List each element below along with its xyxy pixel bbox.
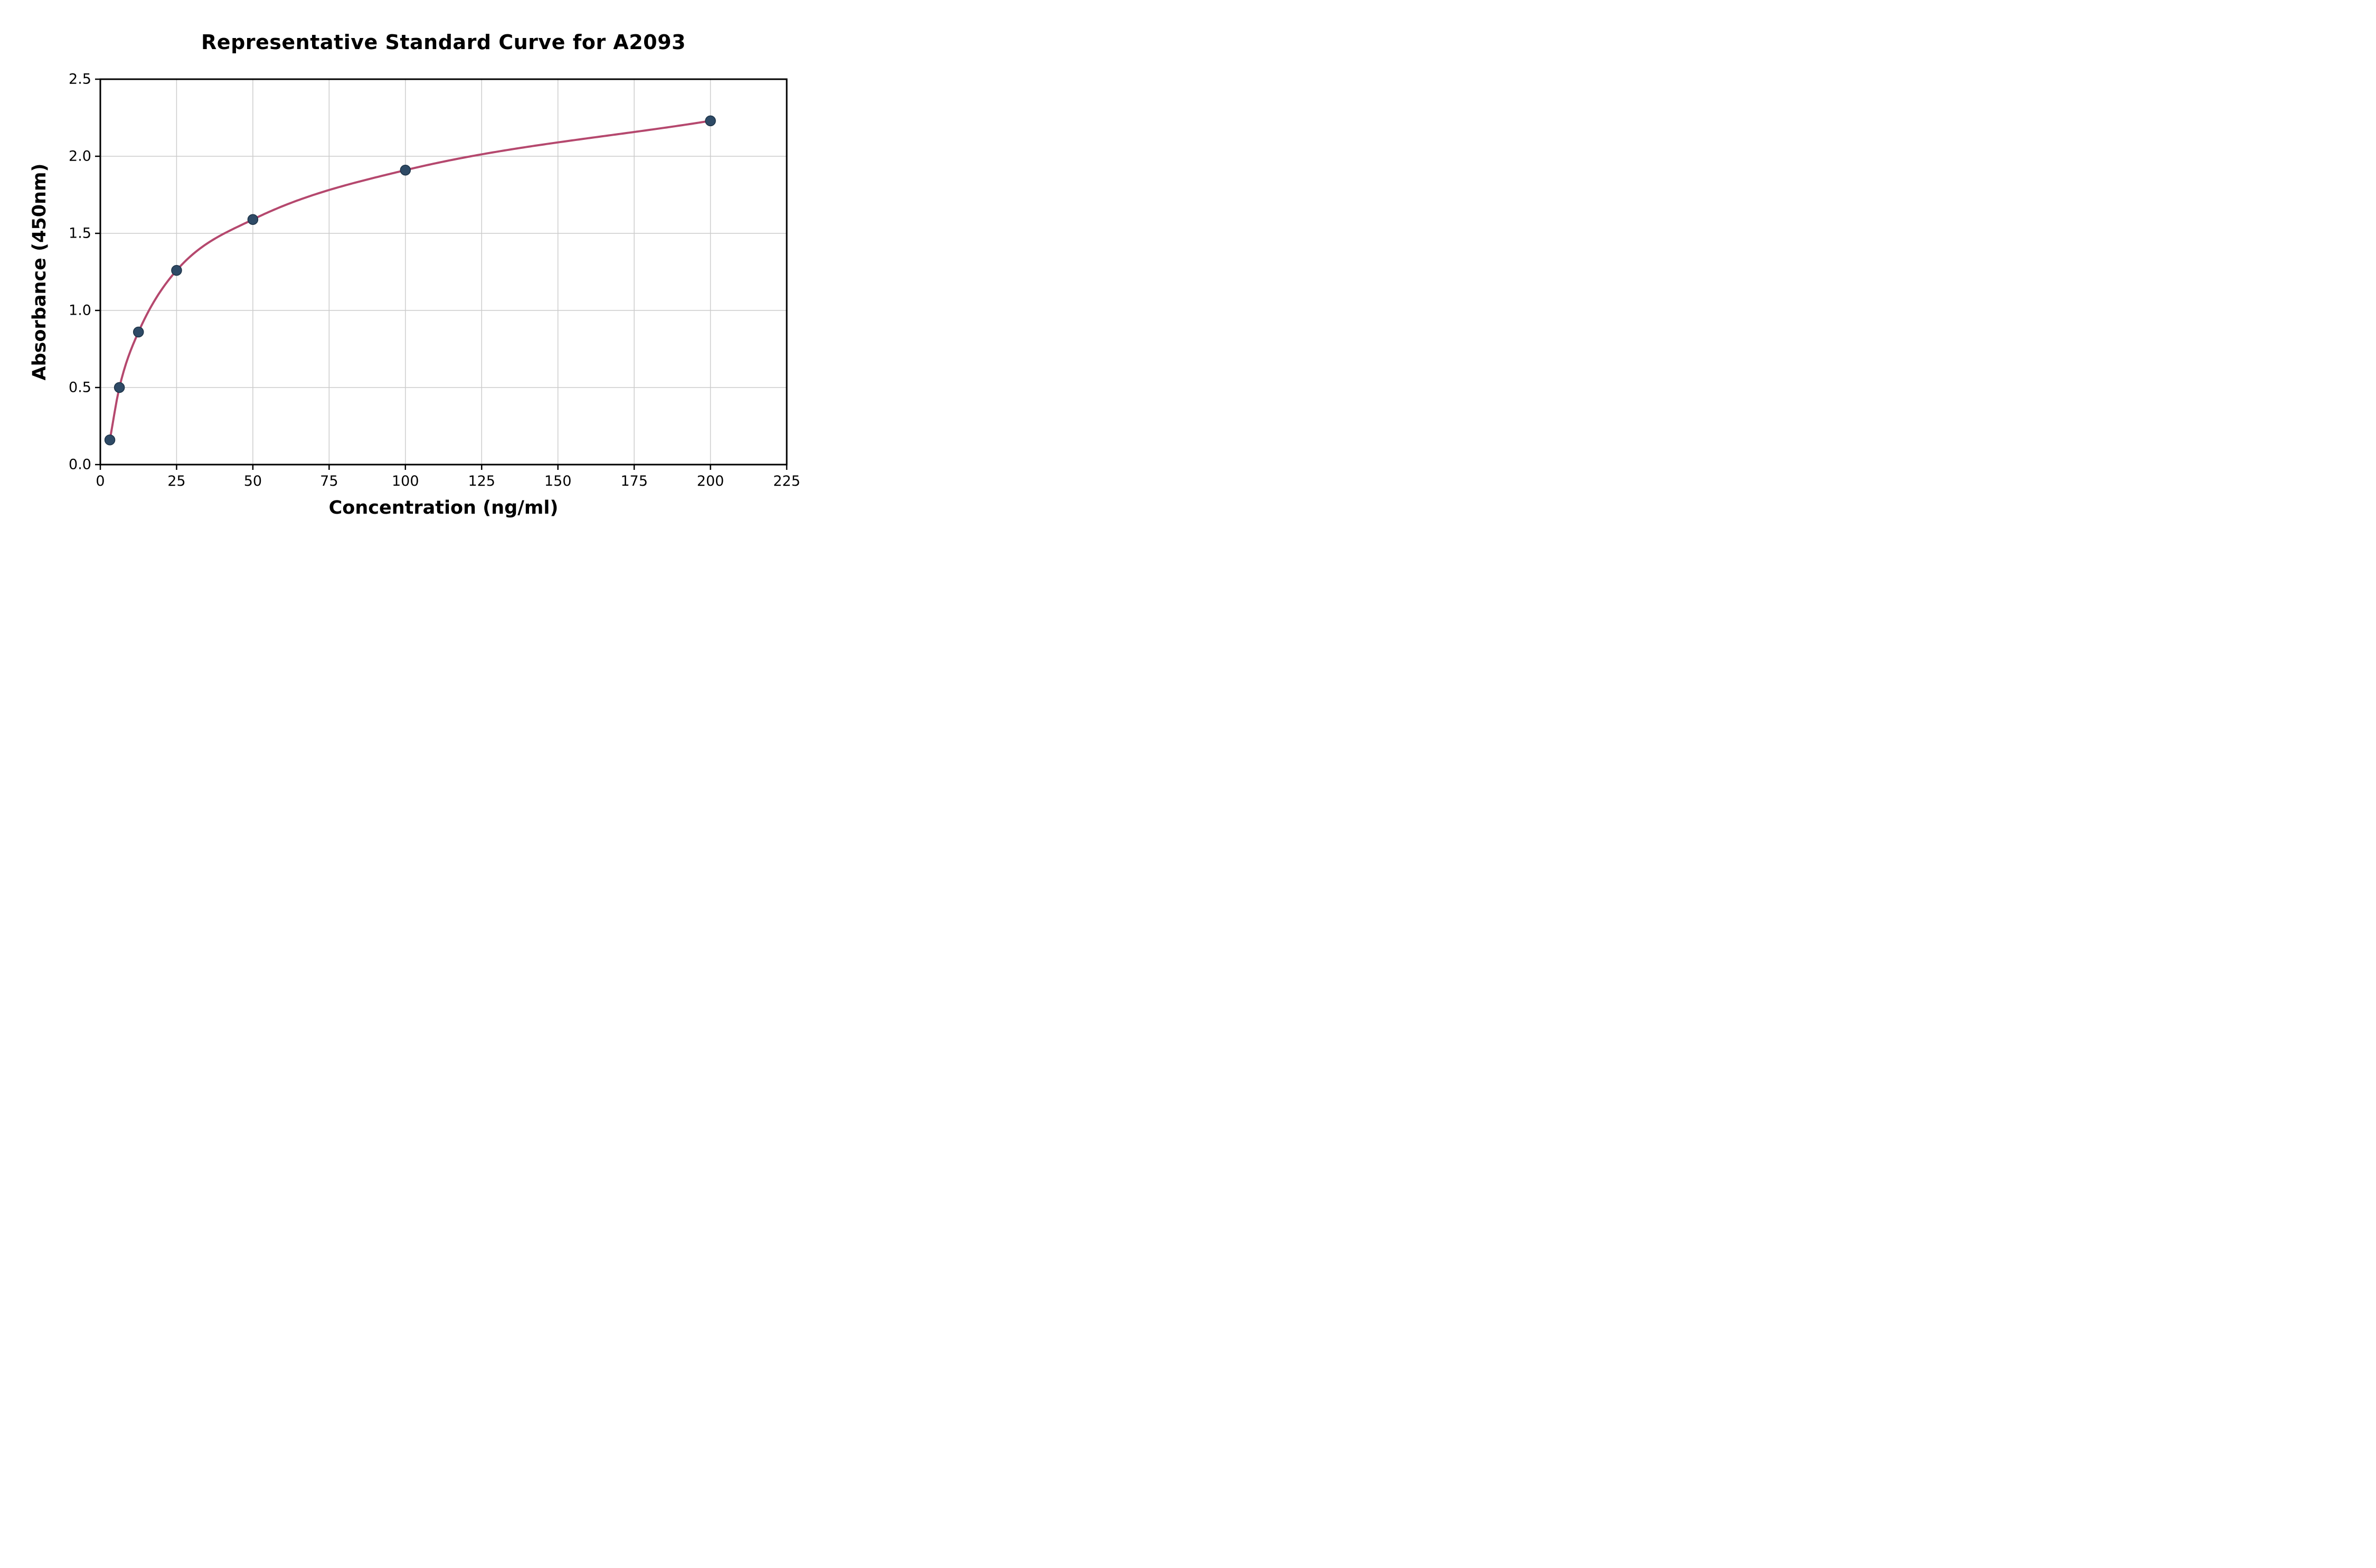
x-tick-label: 125 <box>468 473 495 489</box>
x-tick-label: 175 <box>620 473 648 489</box>
y-tick-label: 1.5 <box>69 225 91 242</box>
data-point <box>171 265 182 276</box>
x-tick-label: 0 <box>96 473 105 489</box>
y-tick-label: 0.5 <box>69 379 91 396</box>
data-point <box>705 115 716 127</box>
y-tick-label: 0.0 <box>69 456 91 473</box>
x-axis-label: Concentration (ng/ml) <box>328 497 559 518</box>
x-tick-label: 150 <box>544 473 572 489</box>
data-point <box>104 434 116 446</box>
y-tick-label: 2.5 <box>69 71 91 88</box>
x-tick-label: 225 <box>773 473 800 489</box>
data-point <box>114 382 125 393</box>
standard-curve-figure: Representative Standard Curve for A2093 … <box>0 0 816 539</box>
x-tick-label: 50 <box>243 473 262 489</box>
x-tick-label: 200 <box>696 473 724 489</box>
x-tick-label: 100 <box>391 473 419 489</box>
data-point <box>400 165 411 176</box>
y-tick-label: 2.0 <box>69 148 91 165</box>
x-tick-label: 25 <box>167 473 186 489</box>
chart-title: Representative Standard Curve for A2093 <box>201 31 686 54</box>
x-tick-label: 75 <box>320 473 338 489</box>
plot-area <box>95 78 788 470</box>
y-tick-label: 1.0 <box>69 302 91 319</box>
data-point <box>247 214 259 225</box>
data-point <box>133 326 144 338</box>
y-axis-label: Absorbance (450nm) <box>29 163 50 381</box>
plot-border <box>99 78 788 466</box>
